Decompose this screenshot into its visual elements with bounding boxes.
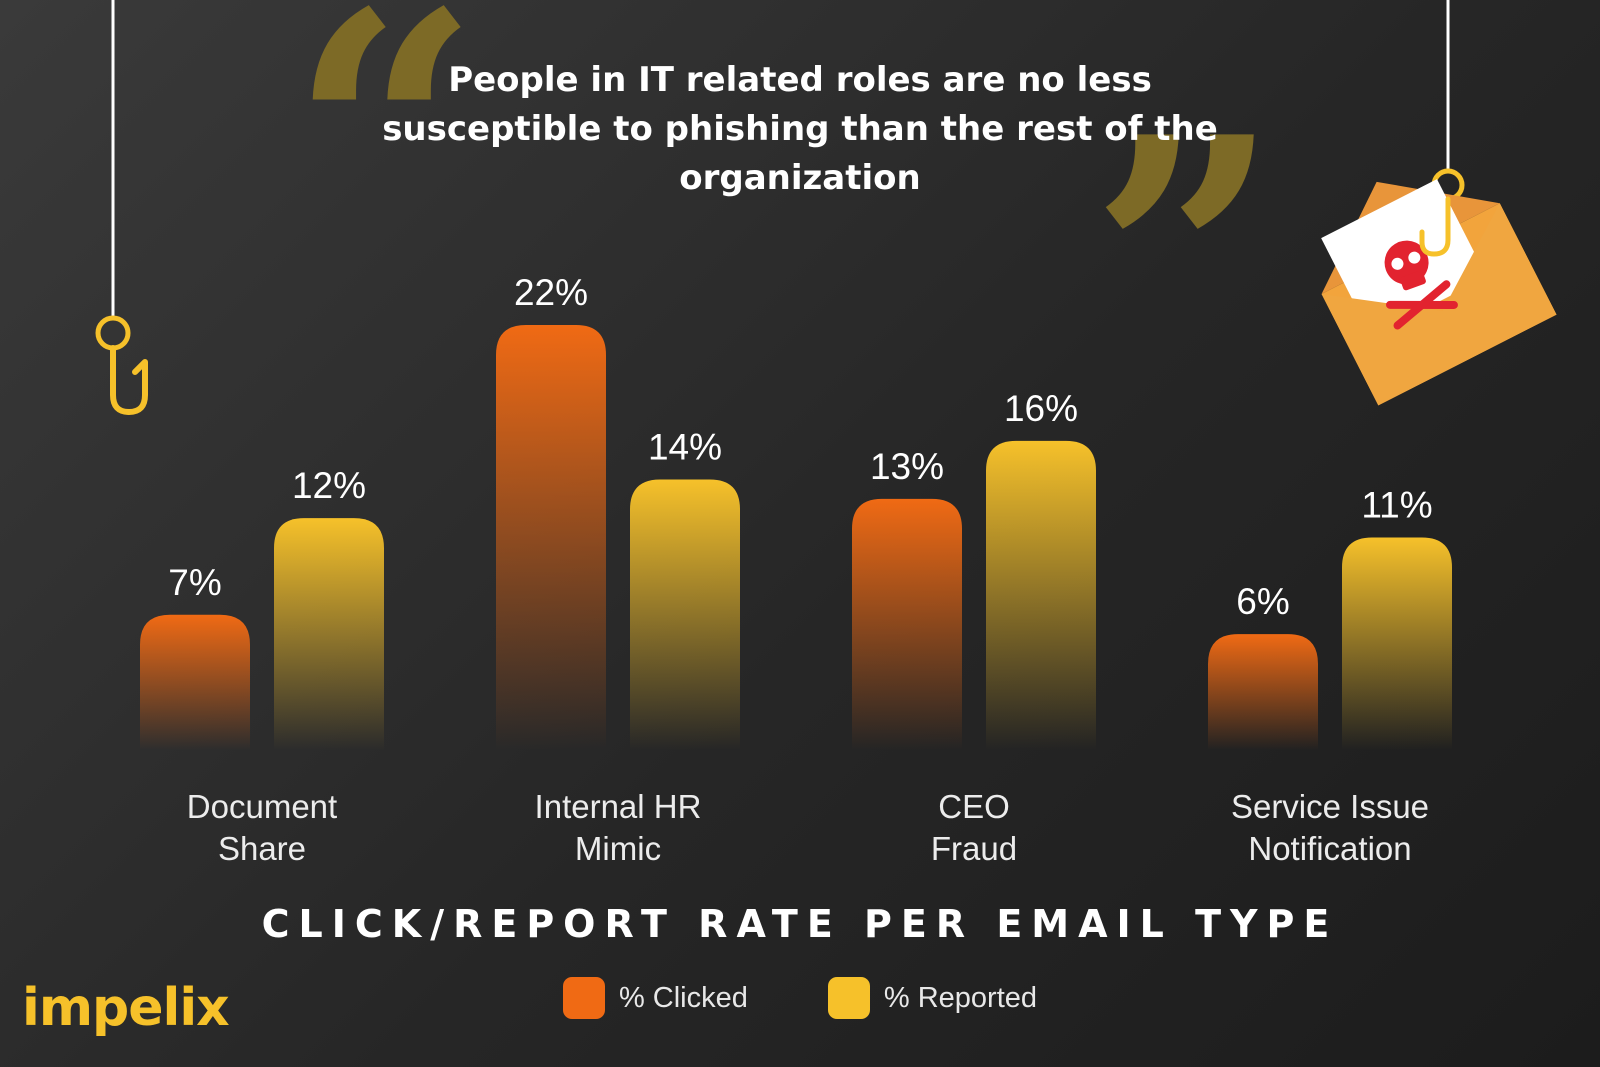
legend-item-clicked: % Clicked [562,977,748,1019]
bar-clicked-3 [1208,634,1318,750]
data-label-clicked-1: 22% [514,272,588,313]
legend-swatch-clicked [562,977,605,1019]
labels-group: 7% 12% Document Share 22% 14% Internal HR Mimic… [168,272,1432,867]
data-label-reported-0: 12% [292,465,366,506]
category-label-0-line-1: Share [218,830,306,867]
bar-clicked-2 [852,498,962,750]
category-label-1-line-0: Internal HR [535,788,702,825]
impelix-logo: impelix [22,978,230,1038]
chart-title: CLICK/REPORT RATE PER EMAIL TYPE [261,902,1339,946]
legend: % Clicked % Reported [0,977,1600,1019]
bar-reported-2 [986,440,1096,750]
legend-swatch-reported [827,977,870,1019]
category-label-2-line-1: Fraud [931,830,1017,867]
bar-reported-3 [1342,537,1452,750]
quote-open-icon: “ [290,0,480,328]
bar-clicked-1 [496,325,606,750]
category-label-2-line-0: CEO [938,788,1010,825]
legend-item-reported: % Reported [827,977,1038,1019]
category-label-1-line-1: Mimic [575,830,661,867]
data-label-clicked-3: 6% [1236,581,1289,622]
bar-reported-0 [274,518,384,750]
svg-text:”: ” [1090,65,1280,453]
data-label-reported-3: 11% [1361,485,1432,526]
category-label-3-line-0: Service Issue [1231,788,1429,825]
legend-label-reported: % Reported [883,981,1038,1014]
quote-close-icon: ” [1090,65,1280,453]
data-label-clicked-2: 13% [870,446,944,487]
bars-group [140,325,1452,750]
skull-crossbones-icon [1384,240,1458,330]
phishing-envelope-icon [1321,0,1557,406]
data-label-clicked-0: 7% [168,562,221,603]
svg-text:“: “ [290,0,480,328]
fish-hook-icon [95,0,148,415]
data-label-reported-1: 14% [648,427,722,468]
bar-clicked-0 [140,614,250,750]
legend-label-clicked: % Clicked [618,981,748,1014]
bar-reported-1 [630,479,740,750]
data-label-reported-2: 16% [1004,388,1078,429]
headline-quote: People in IT related roles are no less s… [382,60,1218,198]
category-label-0-line-0: Document [187,788,337,825]
category-label-3-line-1: Notification [1248,830,1411,867]
